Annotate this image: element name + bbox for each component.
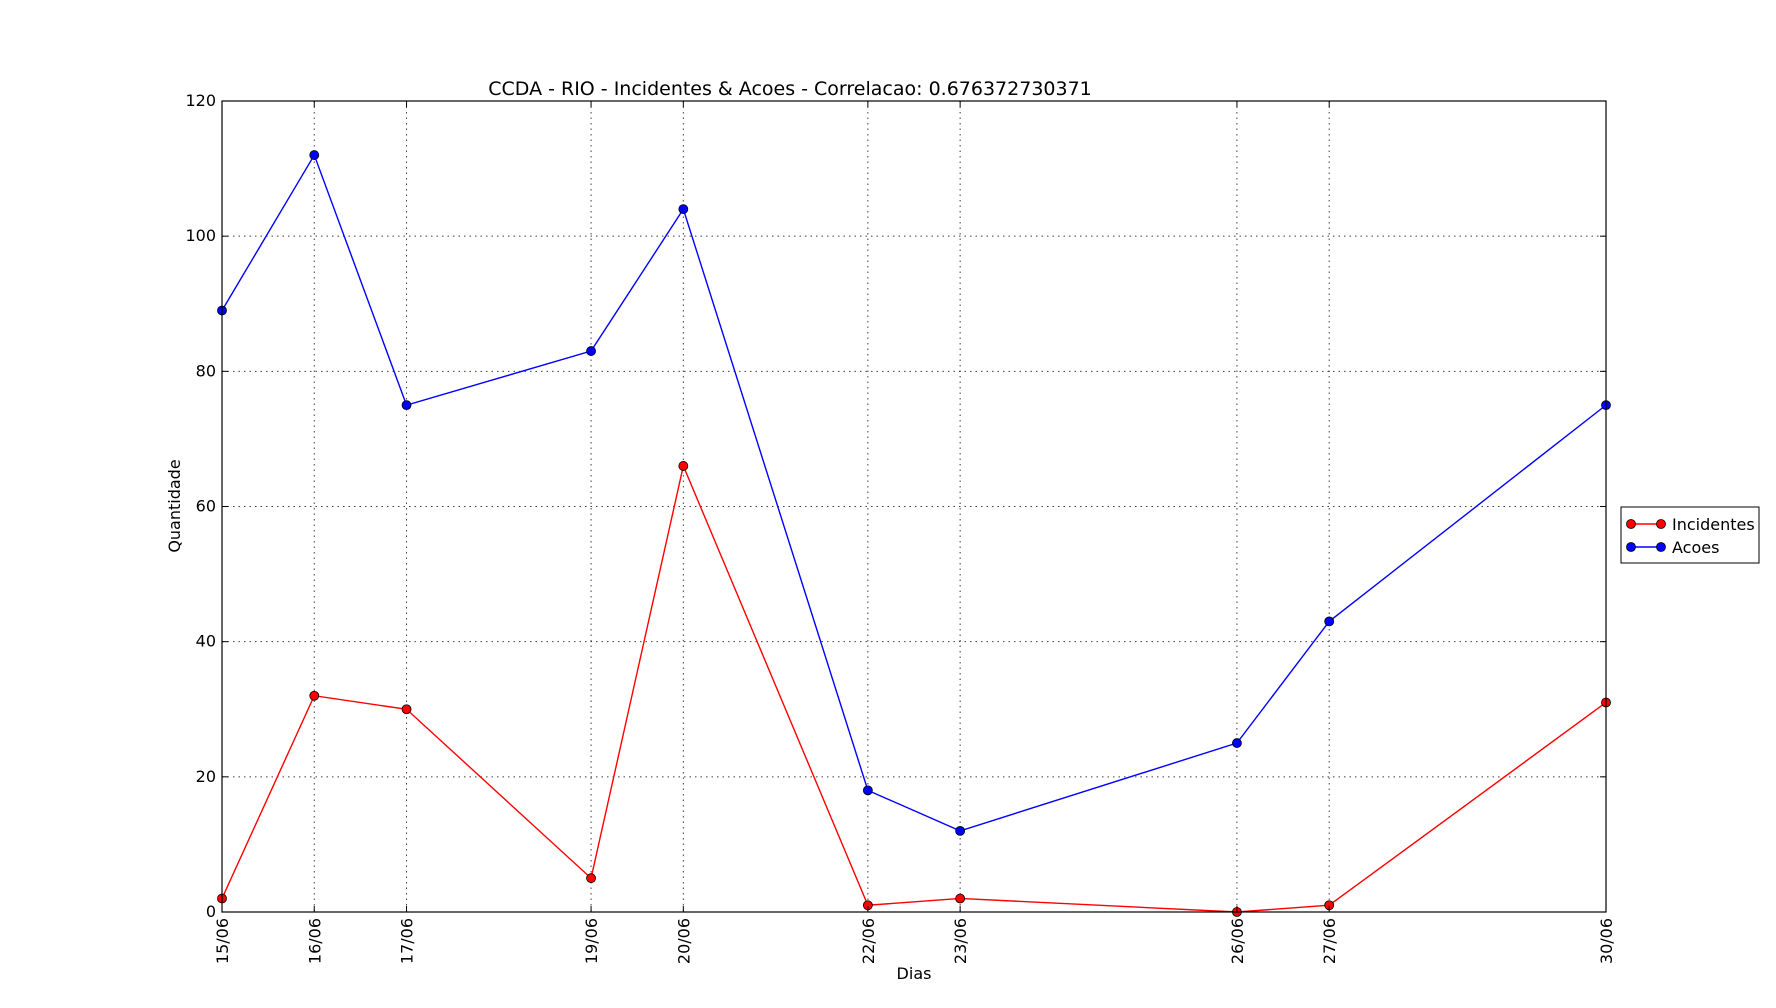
y-tick-label: 120 (185, 91, 216, 110)
x-tick-label: 30/06 (1597, 918, 1616, 964)
legend: Incidentes Acoes (1620, 506, 1760, 564)
y-tick-label: 80 (196, 361, 216, 380)
data-point-acoes (1232, 738, 1242, 748)
ticks: 0 20 40 60 80 100 120 15/06 16/06 17/06 19/06 20/06… (185, 91, 1616, 964)
x-tick-label: 26/06 (1228, 918, 1247, 964)
data-point-acoes (955, 826, 966, 836)
data-point-incidentes (678, 461, 689, 471)
legend-label-acoes: Acoes (1672, 538, 1719, 557)
x-tick-label: 19/06 (582, 918, 601, 964)
series-layer (217, 150, 1611, 917)
legend-swatch-marker (1626, 519, 1636, 529)
x-tick-label: 23/06 (951, 918, 970, 964)
chart-title: CCDA - RIO - Incidentes & Acoes - Correl… (488, 78, 1092, 100)
legend-swatch-marker (1656, 519, 1666, 529)
y-axis-label: Quantidade (165, 459, 184, 552)
y-tick-label: 60 (196, 497, 216, 516)
x-tick-label: 20/06 (674, 918, 693, 964)
x-tick-label: 27/06 (1320, 918, 1339, 964)
data-point-incidentes (586, 873, 596, 884)
data-point-acoes (862, 785, 873, 796)
y-tick-label: 0 (206, 902, 216, 921)
legend-swatch-marker (1656, 542, 1666, 552)
legend-label-incidentes: Incidentes (1672, 515, 1755, 534)
data-point-incidentes (401, 704, 412, 715)
legend-box (1620, 506, 1760, 564)
x-tick-label: 16/06 (305, 918, 324, 964)
data-point-incidentes (955, 893, 966, 904)
legend-swatch-marker (1626, 542, 1636, 552)
y-tick-label: 20 (196, 767, 216, 786)
data-point-acoes (309, 150, 320, 160)
data-point-acoes (586, 346, 596, 356)
x-axis-label: Dias (897, 964, 932, 983)
plot-frame (221, 100, 1607, 913)
y-tick-label: 40 (196, 632, 216, 651)
data-point-incidentes (309, 690, 320, 701)
x-tick-label: 22/06 (859, 918, 878, 964)
x-tick-label: 17/06 (398, 918, 417, 964)
data-point-acoes (1324, 616, 1335, 627)
y-tick-label: 100 (185, 226, 216, 245)
data-point-acoes (401, 400, 412, 411)
series-line-incidentes (221, 463, 1607, 913)
grid (222, 101, 1606, 912)
data-point-acoes (678, 204, 689, 215)
series-line-acoes (221, 153, 1607, 832)
x-tick-label: 15/06 (213, 918, 232, 964)
